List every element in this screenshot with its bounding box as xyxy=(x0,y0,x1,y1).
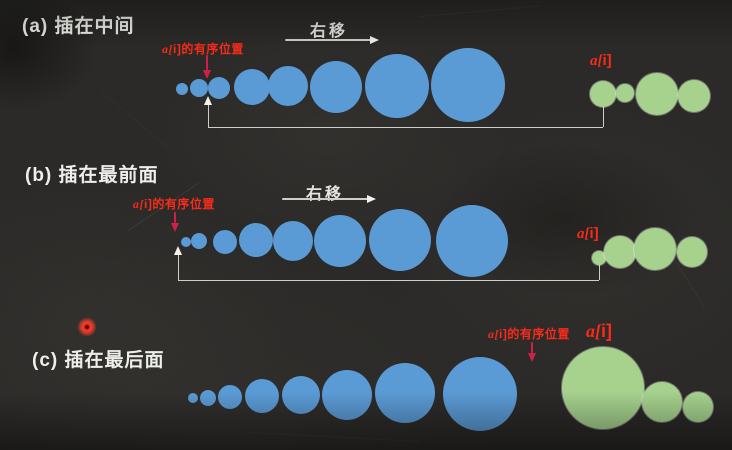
bracket-line xyxy=(208,105,210,127)
green-circle xyxy=(634,228,676,270)
blue-circle xyxy=(282,376,320,414)
sorted-position-label: a[i]的有序位置 xyxy=(162,42,244,56)
bracket-line xyxy=(603,107,605,127)
red-arrow-line xyxy=(174,212,176,223)
red-arrow-line xyxy=(206,55,208,70)
blue-circle xyxy=(181,237,191,247)
blue-circle xyxy=(436,205,508,277)
blue-circle xyxy=(234,69,270,105)
green-circle xyxy=(642,382,682,422)
ai-label: a[i] xyxy=(577,225,599,242)
sorted-position-label: a[i]的有序位置 xyxy=(133,197,215,211)
blue-circle xyxy=(188,393,198,403)
blue-circle xyxy=(245,379,279,413)
shift-arrow-line xyxy=(285,39,371,41)
laser-pointer-dot xyxy=(77,317,97,337)
blue-circle xyxy=(322,370,372,420)
white-up-arrow-head xyxy=(203,96,212,105)
green-circle xyxy=(677,237,707,267)
shift-arrow-head xyxy=(370,36,379,44)
bracket-line xyxy=(178,255,180,280)
green-circle xyxy=(636,73,678,115)
shift-arrow-line xyxy=(282,198,368,200)
blue-circle xyxy=(208,77,230,99)
blue-circle xyxy=(191,233,207,249)
green-circle xyxy=(616,84,634,102)
bracket-line xyxy=(208,127,603,129)
shift-right-label: 右移 xyxy=(310,23,349,40)
blue-circle xyxy=(365,54,429,118)
blue-circle xyxy=(213,230,237,254)
blue-circle xyxy=(369,209,431,271)
green-circle xyxy=(592,251,606,265)
blue-circle xyxy=(218,385,242,409)
white-up-arrow-head xyxy=(173,246,182,255)
blue-circle xyxy=(314,215,366,267)
blue-circle xyxy=(310,61,362,113)
section-title: (c) 插在最后面 xyxy=(32,350,165,371)
blue-circle xyxy=(443,357,517,431)
bracket-line xyxy=(178,280,599,282)
blue-circle xyxy=(375,363,435,423)
green-circle xyxy=(683,392,713,422)
blue-circle xyxy=(200,390,216,406)
bracket-line xyxy=(599,265,601,280)
blue-circle xyxy=(190,79,208,97)
blue-circle xyxy=(431,48,505,122)
red-arrow-head xyxy=(527,353,536,362)
blue-circle xyxy=(239,223,273,257)
green-circle xyxy=(562,347,644,429)
ai-label: a[i] xyxy=(586,321,612,341)
green-circle xyxy=(604,236,636,268)
section-title: (a) 插在中间 xyxy=(22,16,135,37)
blue-circle xyxy=(273,221,313,261)
sorted-position-label: a[i]的有序位置 xyxy=(488,327,570,341)
red-arrow-head xyxy=(202,70,211,79)
shift-arrow-head xyxy=(367,195,376,203)
red-arrow-line xyxy=(531,342,533,353)
blue-circle xyxy=(268,66,308,106)
section-title: (b) 插在最前面 xyxy=(25,165,159,186)
ai-label: a[i] xyxy=(590,52,612,69)
blue-circle xyxy=(176,83,188,95)
red-arrow-head xyxy=(170,223,179,232)
green-circle xyxy=(678,80,710,112)
green-circle xyxy=(590,81,616,107)
